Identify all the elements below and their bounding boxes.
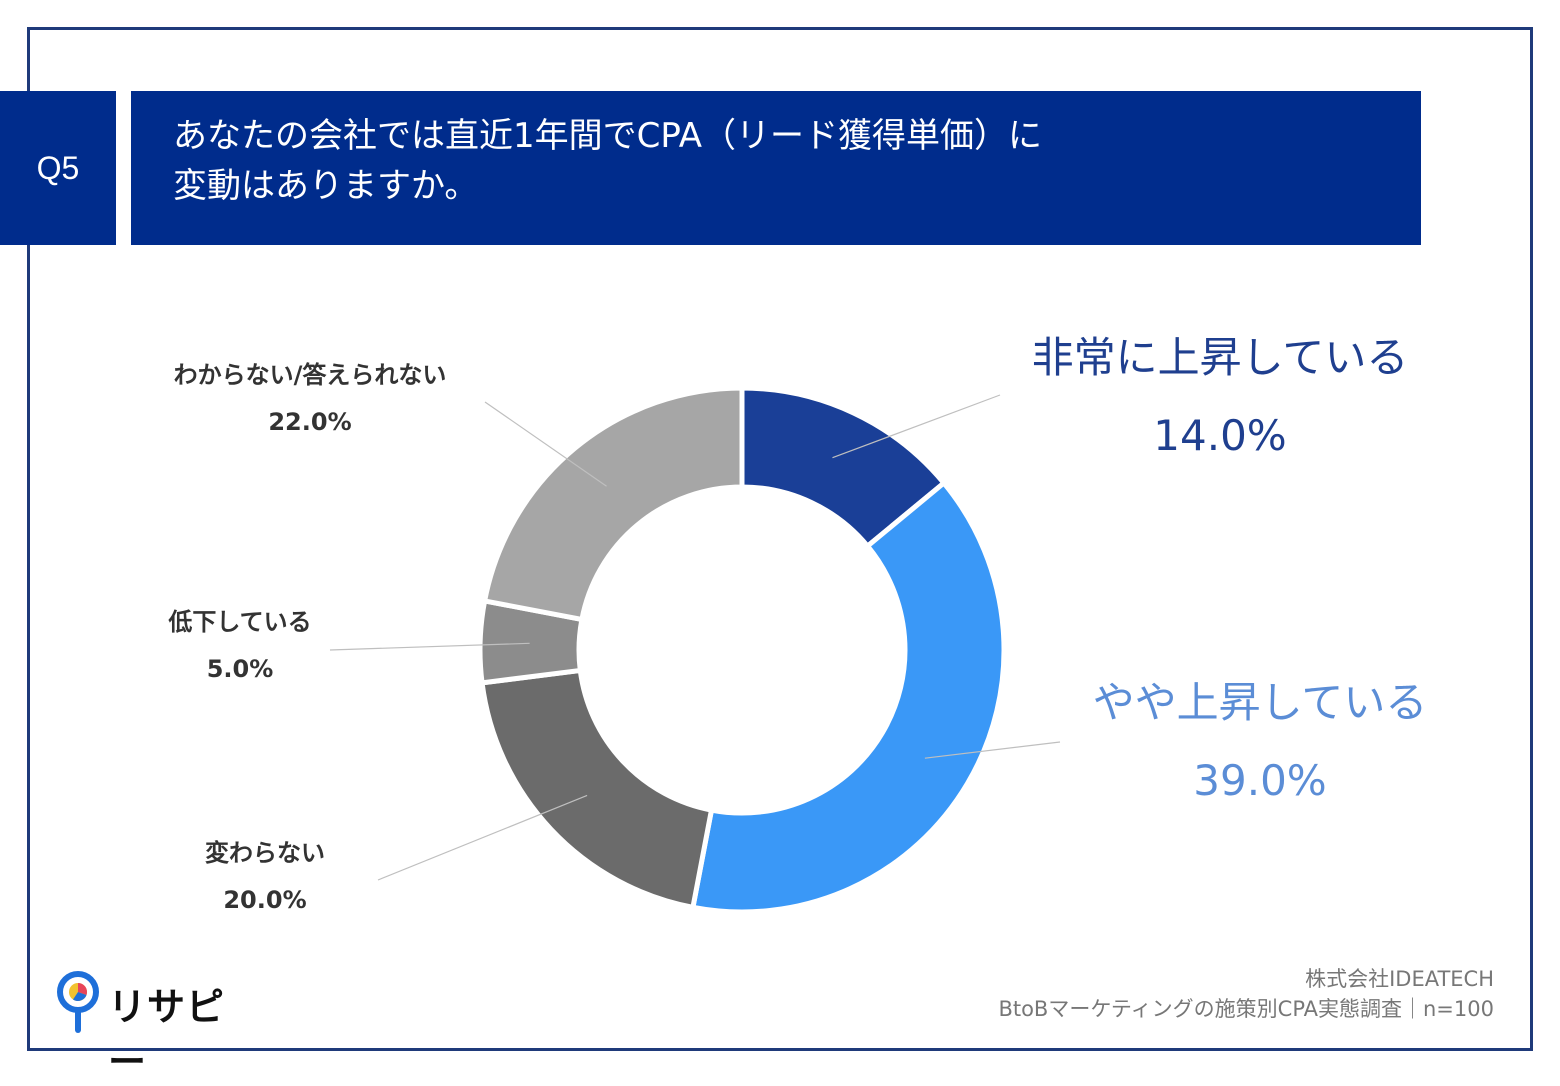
leader-line: [924, 741, 1061, 759]
label-slightly-increased: やや上昇している 39.0%: [1070, 677, 1450, 807]
slice-slightly-increased: [689, 479, 1007, 915]
label-name: やや上昇している: [1092, 678, 1428, 727]
question-title-line1: あなたの会社では直近1年間でCPA（リード獲得単価）に: [173, 116, 1042, 156]
label-value: 14.0%: [1153, 411, 1287, 460]
logo-pin-icon: [57, 971, 99, 1033]
label-decreased: 低下している 5.0%: [150, 607, 330, 684]
leader-line: [832, 394, 1001, 459]
label-unknown: わからない/答えられない 22.0%: [140, 360, 480, 437]
chart-frame: [27, 27, 1533, 1051]
label-name: 変わらない: [205, 839, 325, 867]
label-value: 39.0%: [1193, 756, 1327, 805]
question-badge: Q5: [0, 91, 116, 245]
leader-line: [484, 401, 607, 487]
brand-logo: リサピー: [56, 970, 256, 1084]
label-unchanged: 変わらない 20.0%: [180, 838, 350, 915]
label-value: 5.0%: [206, 655, 274, 683]
source-survey: BtoBマーケティングの施策別CPA実態調査｜n=100: [998, 997, 1494, 1021]
source-note: 株式会社IDEATECH BtoBマーケティングの施策別CPA実態調査｜n=10…: [998, 964, 1494, 1024]
source-company: 株式会社IDEATECH: [1305, 967, 1494, 991]
slice-unknown: [481, 385, 745, 623]
label-name: 低下している: [168, 608, 312, 636]
label-very-increased: 非常に上昇している 14.0%: [1010, 332, 1430, 462]
question-title-box: あなたの会社では直近1年間でCPA（リード獲得単価）に 変動はありますか。: [131, 91, 1421, 245]
leader-line: [377, 794, 588, 881]
slice-unchanged: [479, 667, 715, 911]
question-title-line2: 変動はありますか。: [173, 166, 479, 206]
label-name: 非常に上昇している: [1031, 333, 1409, 382]
label-value: 20.0%: [223, 886, 307, 914]
label-name: わからない/答えられない: [173, 361, 447, 389]
label-value: 22.0%: [268, 408, 352, 436]
leader-line: [329, 642, 530, 651]
logo-text: リサピー: [108, 985, 226, 1084]
